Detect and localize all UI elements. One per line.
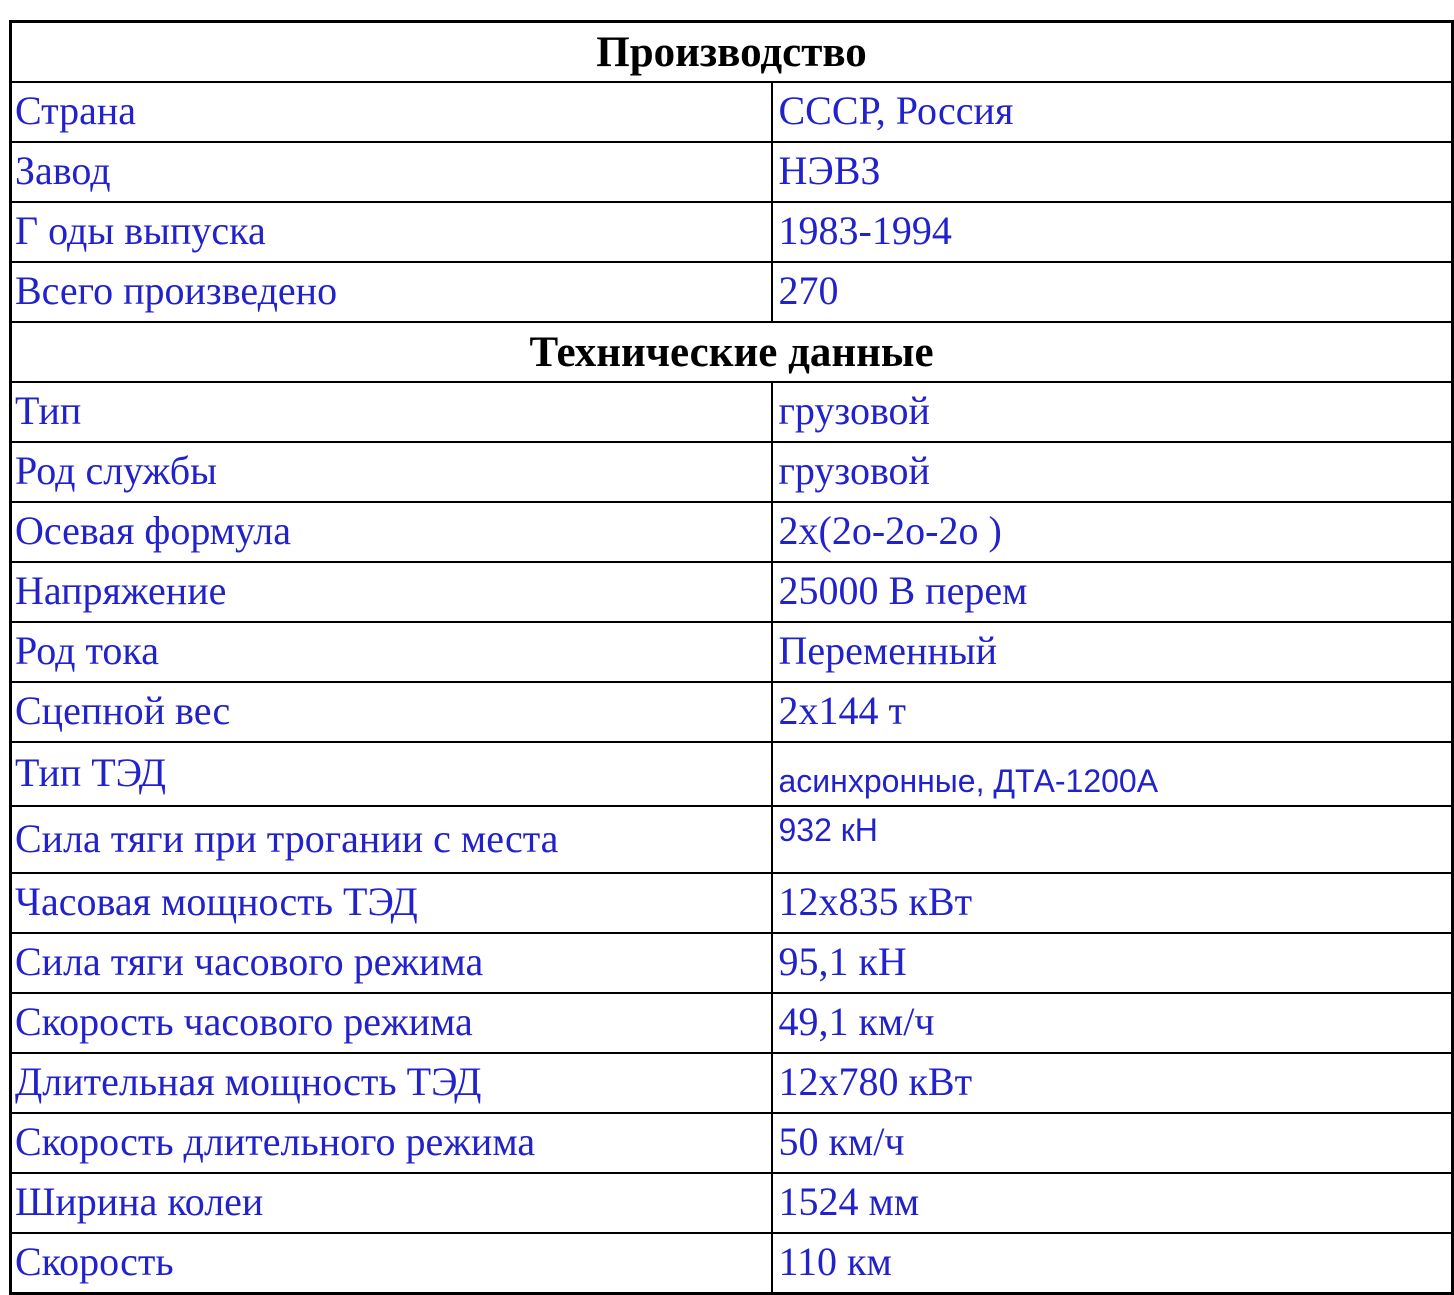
row-label: Тип — [9, 381, 773, 443]
table-row: Напряжение 25000 В перем — [9, 561, 1454, 623]
row-label: Род службы — [9, 441, 773, 503]
row-value: 270 — [770, 261, 1454, 323]
table-row: Сцепной вес 2х144 т — [9, 681, 1454, 743]
table-row: Скорость длительного режима 50 км/ч — [9, 1112, 1454, 1174]
row-value: асинхронные, ДТА-1200А — [770, 741, 1454, 807]
table-row: Осевая формула 2х(2о-2о-2о ) — [9, 501, 1454, 563]
row-value: 1983-1994 — [770, 201, 1454, 263]
row-value: грузовой — [770, 441, 1454, 503]
table-row: Сила тяги при трогании с места 932 кН — [9, 805, 1454, 874]
row-value: 2х(2о-2о-2о ) — [770, 501, 1454, 563]
table-row: Тип ТЭД асинхронные, ДТА-1200А — [9, 741, 1454, 807]
table-row: Часовая мощность ТЭД 12х835 кВт — [9, 872, 1454, 934]
table-row: Страна СССР, Россия — [9, 81, 1454, 143]
row-label: Скорость длительного режима — [9, 1112, 773, 1174]
table-row: Ширина колеи 1524 мм — [9, 1172, 1454, 1234]
row-value: 95,1 кН — [770, 932, 1454, 994]
table-row: Сила тяги часового режима 95,1 кН — [9, 932, 1454, 994]
row-label: Скорость часового режима — [9, 992, 773, 1054]
row-value: Переменный — [770, 621, 1454, 683]
section-header-row: Производство — [9, 20, 1454, 83]
spec-table-body: Производство Страна СССР, Россия Завод НЭВЗ Г… — [9, 20, 1454, 1295]
table-row: Тип грузовой — [9, 381, 1454, 443]
table-row: Г оды выпуска 1983-1994 — [9, 201, 1454, 263]
section-header: Технические данные — [9, 321, 1454, 383]
row-value: 1524 мм — [770, 1172, 1454, 1234]
table-row: Завод НЭВЗ — [9, 141, 1454, 203]
row-value: 25000 В перем — [770, 561, 1454, 623]
row-value: 932 кН — [770, 805, 1454, 874]
row-value: 2х144 т — [770, 681, 1454, 743]
row-value: 12х835 кВт — [770, 872, 1454, 934]
row-value: 12х780 кВт — [770, 1052, 1454, 1114]
row-label: Сила тяги часового режима — [9, 932, 773, 994]
section-header: Производство — [9, 20, 1454, 83]
row-label: Ширина колеи — [9, 1172, 773, 1234]
table-row: Род тока Переменный — [9, 621, 1454, 683]
table-row: Скорость часового режима 49,1 км/ч — [9, 992, 1454, 1054]
row-label: Страна — [9, 81, 773, 143]
row-label: Сцепной вес — [9, 681, 773, 743]
spec-table: Производство Страна СССР, Россия Завод НЭВЗ Г… — [9, 20, 1454, 1295]
row-label: Напряжение — [9, 561, 773, 623]
section-header-row: Технические данные — [9, 321, 1454, 383]
row-label: Завод — [9, 141, 773, 203]
row-value: 49,1 км/ч — [770, 992, 1454, 1054]
row-label: Всего произведено — [9, 261, 773, 323]
row-value: СССР, Россия — [770, 81, 1454, 143]
row-label: Тип ТЭД — [9, 741, 773, 807]
row-value: грузовой — [770, 381, 1454, 443]
row-label: Осевая формула — [9, 501, 773, 563]
table-row: Длительная мощность ТЭД 12х780 кВт — [9, 1052, 1454, 1114]
table-row: Всего произведено 270 — [9, 261, 1454, 323]
row-label: Г оды выпуска — [9, 201, 773, 263]
row-label: Часовая мощность ТЭД — [9, 872, 773, 934]
row-label: Длительная мощность ТЭД — [9, 1052, 773, 1114]
row-value: 50 км/ч — [770, 1112, 1454, 1174]
row-value: НЭВЗ — [770, 141, 1454, 203]
row-label: Род тока — [9, 621, 773, 683]
table-row: Скорость 110 км — [9, 1232, 1454, 1295]
row-value: 110 км — [770, 1232, 1454, 1295]
table-row: Род службы грузовой — [9, 441, 1454, 503]
row-label: Скорость — [9, 1232, 773, 1295]
row-label: Сила тяги при трогании с места — [9, 805, 773, 874]
